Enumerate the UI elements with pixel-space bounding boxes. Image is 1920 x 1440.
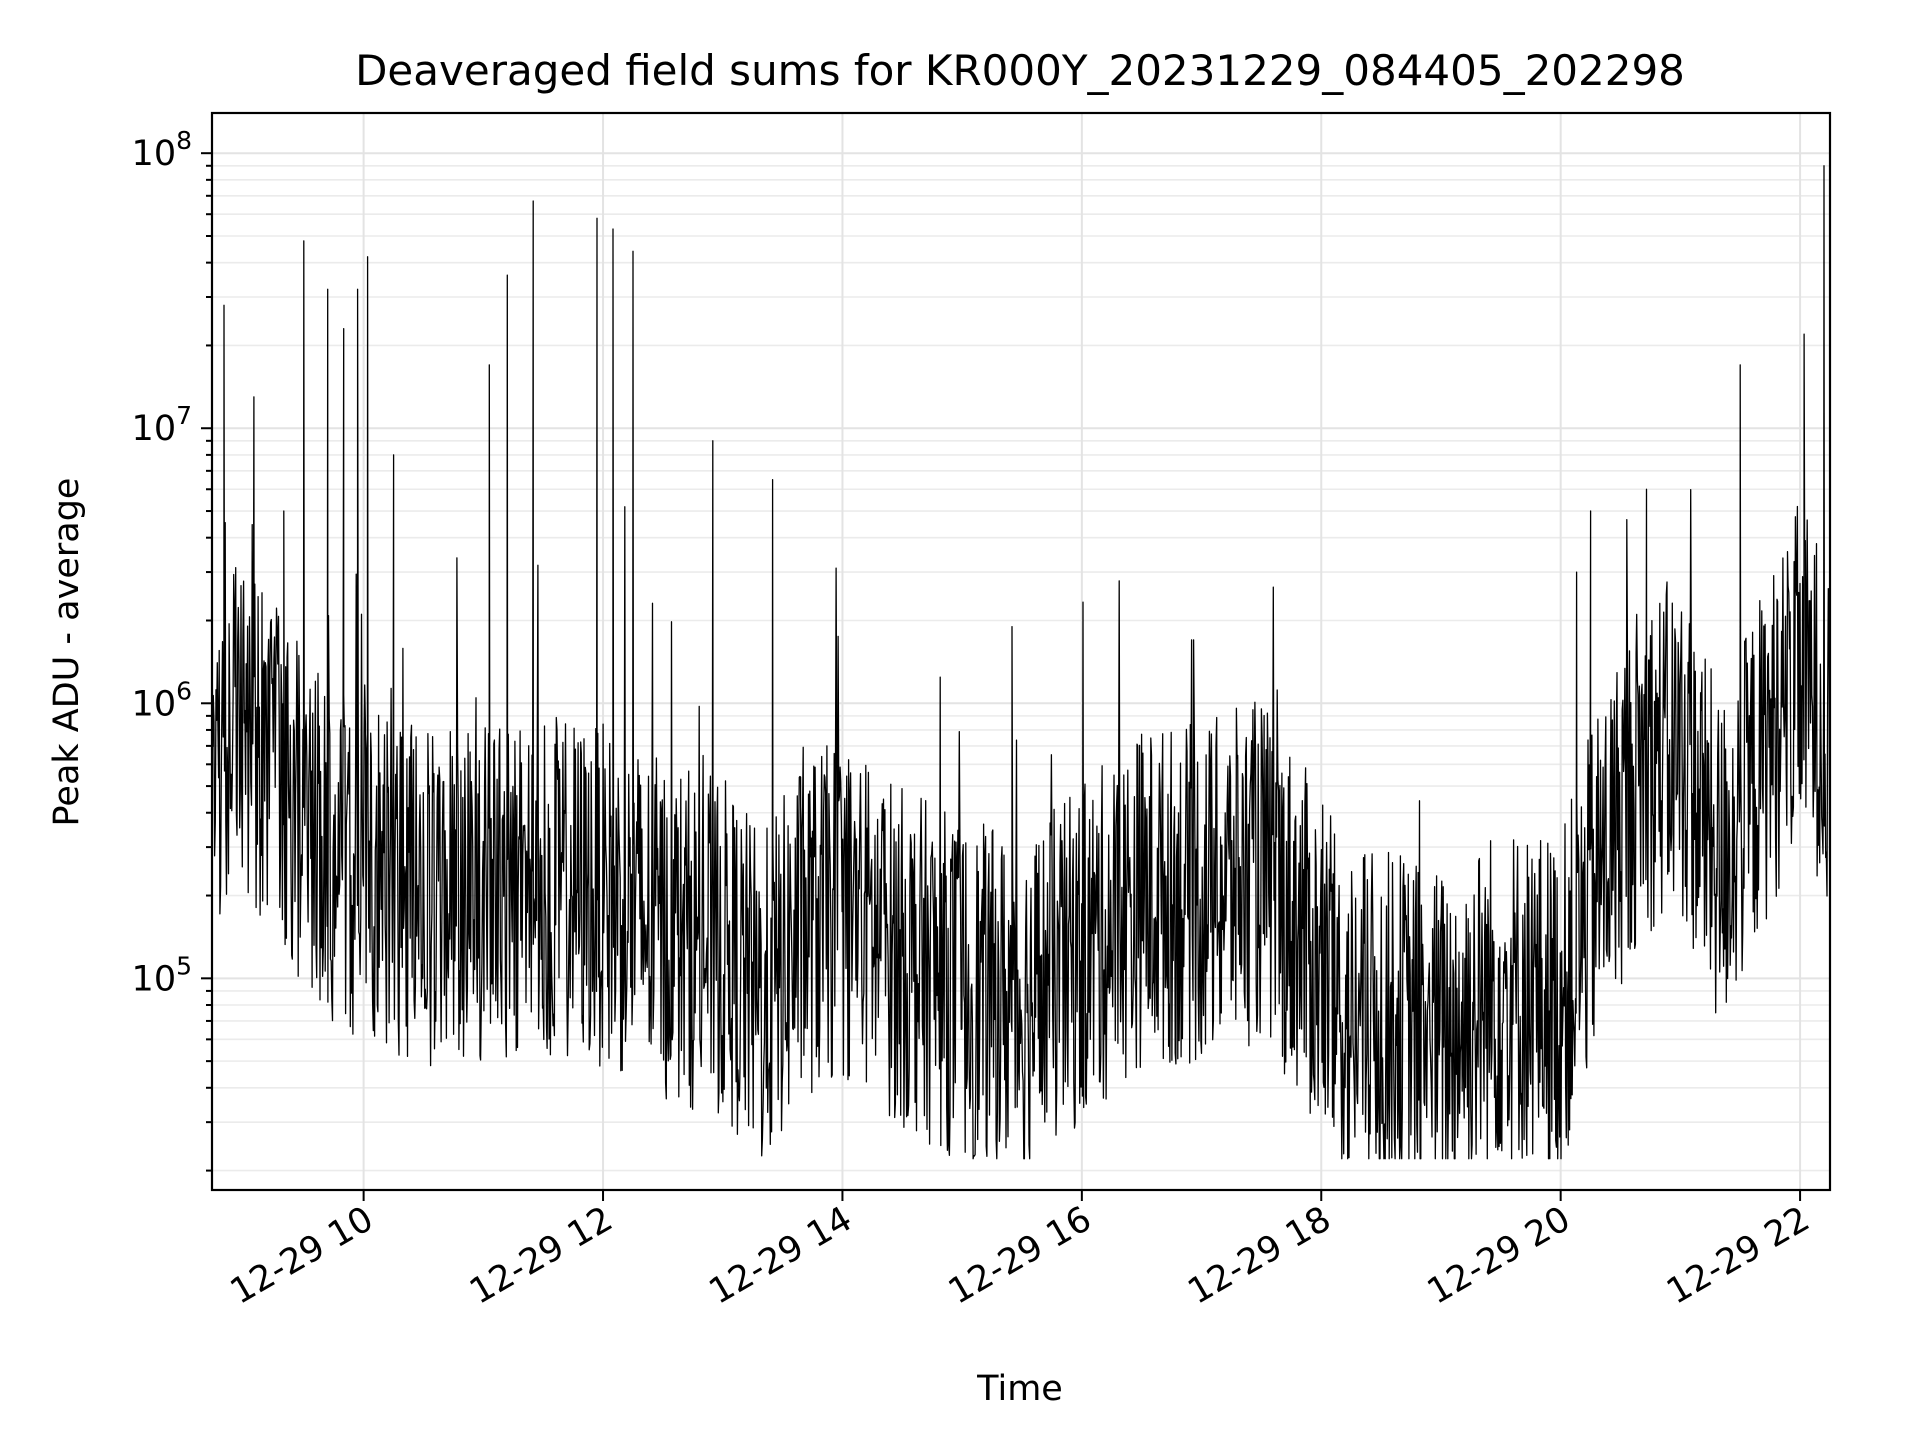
x-axis-label: Time: [976, 1369, 1063, 1409]
y-tick-label: 108: [132, 126, 192, 174]
y-tick-label: 105: [132, 951, 192, 999]
y-axis-label: Peak ADU - average: [47, 478, 87, 827]
series-layer: [211, 165, 1831, 1160]
y-tick-label: 106: [132, 676, 192, 724]
grid-layer: [212, 113, 1830, 1190]
y-tick-label: 107: [132, 401, 192, 449]
chart-title: Deaveraged field sums for KR000Y_2023122…: [355, 46, 1685, 95]
plot-frame: [210, 111, 1832, 1192]
series-line: [211, 165, 1831, 1160]
